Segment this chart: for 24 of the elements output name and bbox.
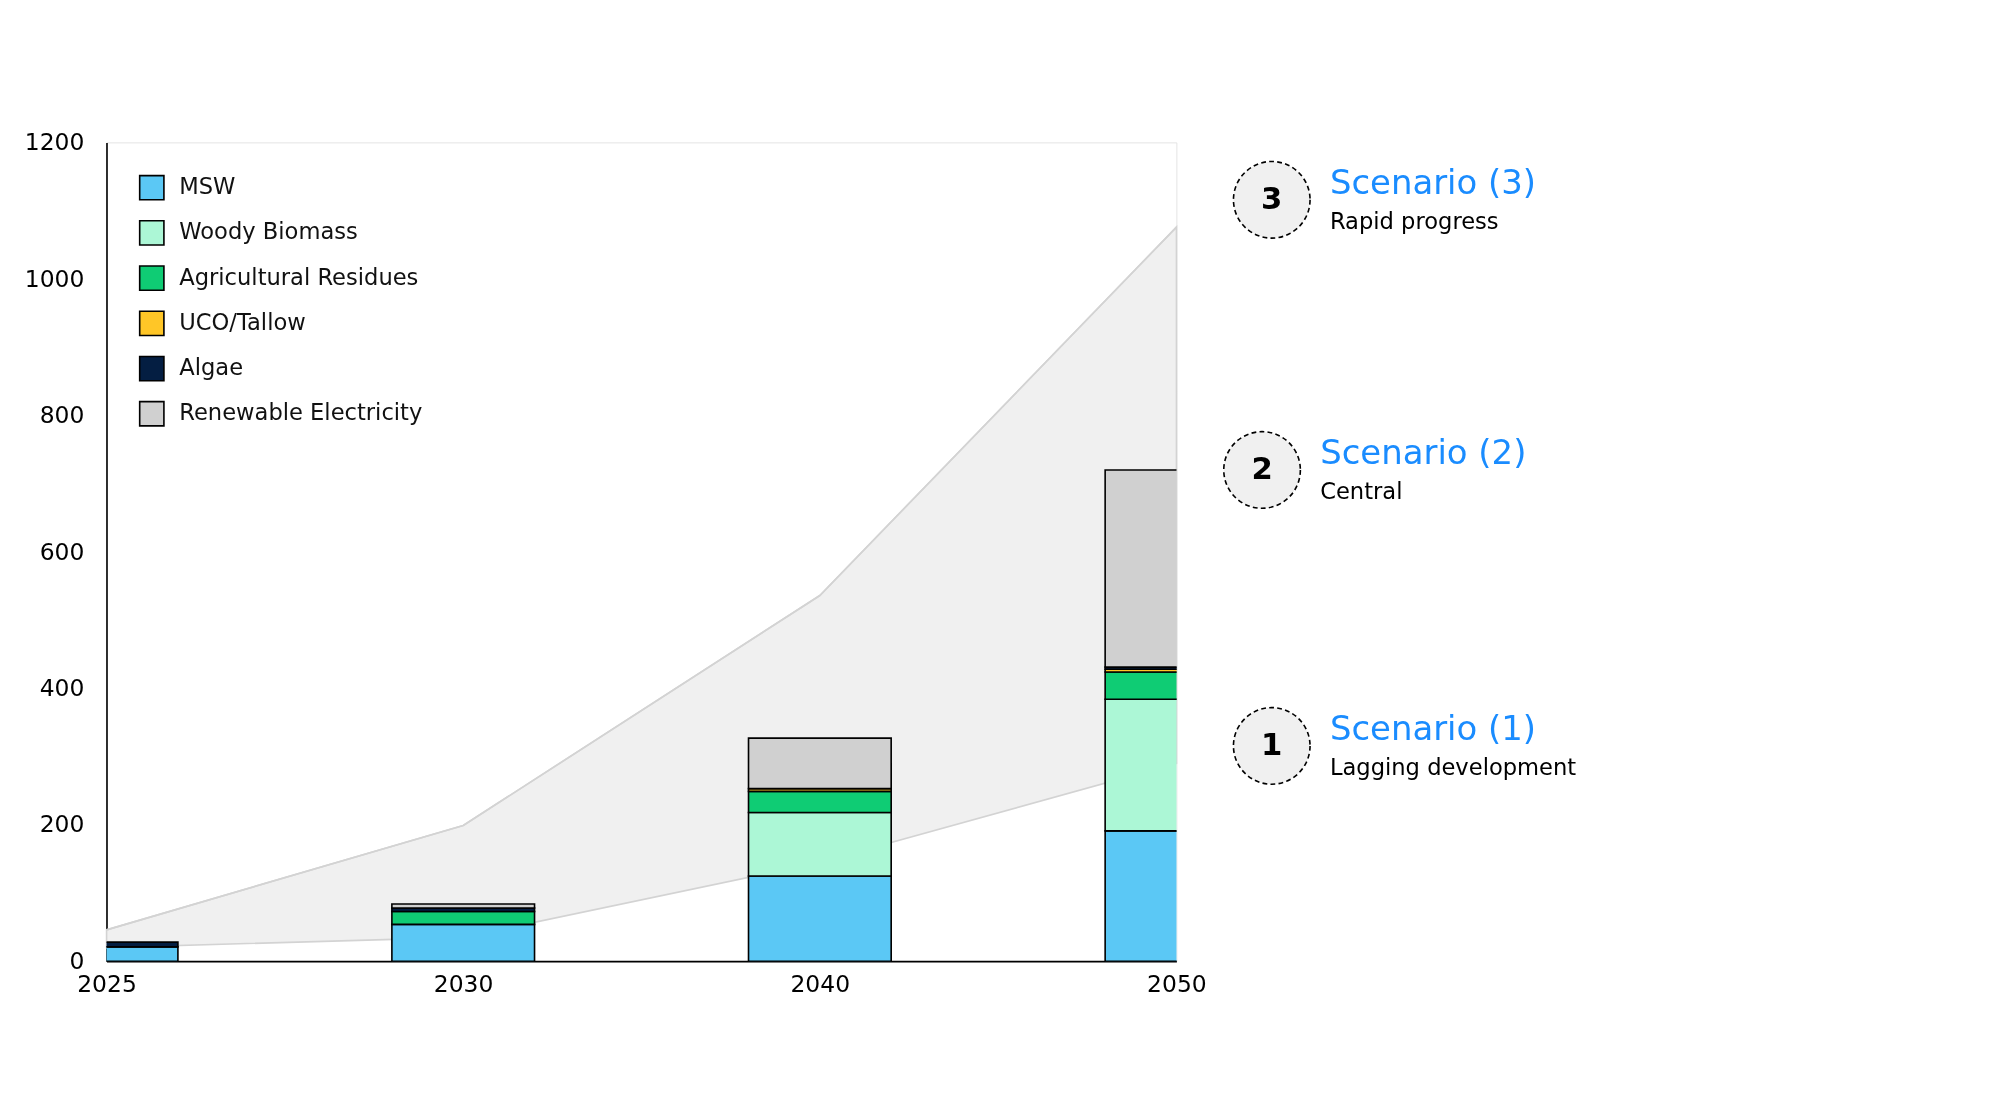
- x-tick-label: 2030: [433, 969, 494, 998]
- legend-label: Woody Biomass: [179, 218, 358, 245]
- text: 2: [1251, 450, 1273, 486]
- legend-label: UCO/Tallow: [179, 308, 306, 335]
- text: Scenario (2): [1320, 433, 1527, 473]
- text: 1: [1261, 726, 1283, 762]
- y-tick-label: 1200: [24, 128, 85, 157]
- text: Central: [1320, 478, 1403, 505]
- text: Scenario (3): [1329, 163, 1537, 203]
- text: Scenario (1): [1329, 709, 1537, 749]
- y-tick-label: 200: [39, 810, 85, 839]
- y-tick-label: 600: [39, 537, 85, 566]
- legend-label: Agricultural Residues: [179, 263, 419, 290]
- x-tick-label: 2050: [1147, 969, 1207, 998]
- text: Rapid progress: [1329, 207, 1499, 234]
- legend-label: Renewable Electricity: [179, 399, 423, 426]
- y-tick-label: 400: [39, 674, 85, 702]
- text: 3: [1261, 180, 1283, 216]
- y-tick-label: 1000: [24, 264, 85, 293]
- text: Lagging development: [1329, 753, 1577, 780]
- legend-label: Algae: [179, 354, 244, 381]
- y-tick-label: 800: [39, 401, 85, 430]
- legend-label: MSW: [179, 173, 236, 200]
- x-tick-label: 2040: [790, 969, 851, 998]
